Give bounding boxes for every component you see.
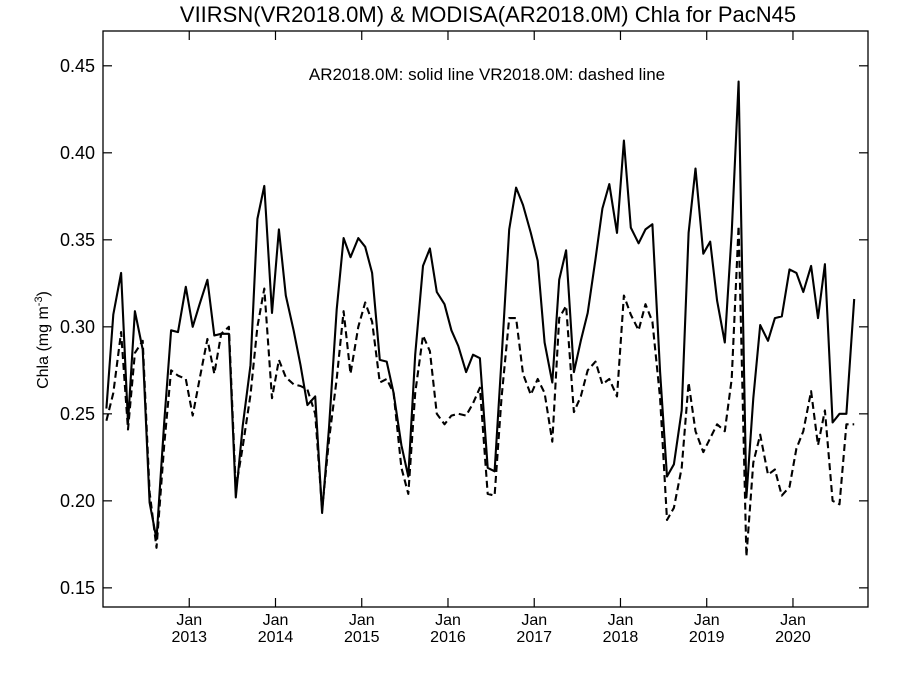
y-tick-label: 0.45: [60, 56, 95, 76]
x-tick-year-label: 2018: [603, 629, 639, 646]
plot-frame: [102, 30, 869, 608]
x-tick-month-label: Jan: [694, 612, 720, 629]
series-line-VR2018-0M: [105, 224, 855, 558]
y-axis-label-superscript: -3: [33, 296, 45, 306]
x-tick-month-label: Jan: [780, 612, 806, 629]
x-tick-year-label: 2020: [775, 629, 811, 646]
y-axis-label: Chla (mg m-3): [33, 291, 52, 389]
x-tick-month-label: Jan: [349, 612, 375, 629]
x-tick-month-label: Jan: [176, 612, 202, 629]
y-tick-label: 0.20: [60, 491, 95, 511]
y-tick-label: 0.35: [60, 230, 95, 250]
y-axis-label-text: Chla (mg m: [35, 306, 52, 389]
y-tick-label: 0.30: [60, 317, 95, 337]
x-tick-month-label: Jan: [608, 612, 634, 629]
legend-annotation: AR2018.0M: solid line VR2018.0M: dashed …: [309, 65, 665, 84]
series-line-AR2018-0M: [105, 80, 856, 541]
x-tick-month-label: Jan: [435, 612, 461, 629]
x-tick-year-label: 2015: [344, 629, 380, 646]
axes-group: 0.150.200.250.300.350.400.45Jan2013Jan20…: [60, 30, 869, 646]
chart-title: VIIRSN(VR2018.0M) & MODISA(AR2018.0M) Ch…: [180, 2, 796, 27]
y-tick-label: 0.40: [60, 143, 95, 163]
x-tick-year-label: 2014: [258, 629, 294, 646]
y-axis-label-close: ): [35, 291, 52, 296]
x-tick-year-label: 2017: [516, 629, 552, 646]
series-group: [105, 80, 856, 558]
y-tick-label: 0.15: [60, 578, 95, 598]
x-tick-year-label: 2016: [430, 629, 466, 646]
x-tick-year-label: 2019: [689, 629, 725, 646]
x-tick-month-label: Jan: [263, 612, 289, 629]
x-tick-year-label: 2013: [171, 629, 207, 646]
x-tick-month-label: Jan: [521, 612, 547, 629]
y-tick-label: 0.25: [60, 404, 95, 424]
